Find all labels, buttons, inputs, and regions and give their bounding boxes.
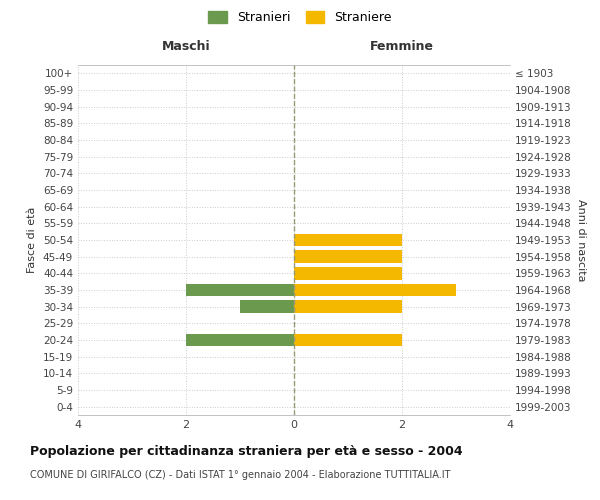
Text: COMUNE DI GIRIFALCO (CZ) - Dati ISTAT 1° gennaio 2004 - Elaborazione TUTTITALIA.: COMUNE DI GIRIFALCO (CZ) - Dati ISTAT 1°… xyxy=(30,470,451,480)
Y-axis label: Anni di nascita: Anni di nascita xyxy=(575,198,586,281)
Text: Maschi: Maschi xyxy=(161,40,211,54)
Bar xyxy=(294,267,402,280)
Text: Popolazione per cittadinanza straniera per età e sesso - 2004: Popolazione per cittadinanza straniera p… xyxy=(30,445,463,458)
Bar xyxy=(294,334,402,346)
Bar xyxy=(294,300,402,313)
Bar xyxy=(186,284,294,296)
Bar xyxy=(294,234,402,246)
Y-axis label: Fasce di età: Fasce di età xyxy=(28,207,37,273)
Bar xyxy=(294,250,402,263)
Legend: Stranieri, Straniere: Stranieri, Straniere xyxy=(208,11,392,24)
Bar xyxy=(186,334,294,346)
Text: Femmine: Femmine xyxy=(370,40,434,54)
Bar xyxy=(294,284,456,296)
Bar xyxy=(240,300,294,313)
